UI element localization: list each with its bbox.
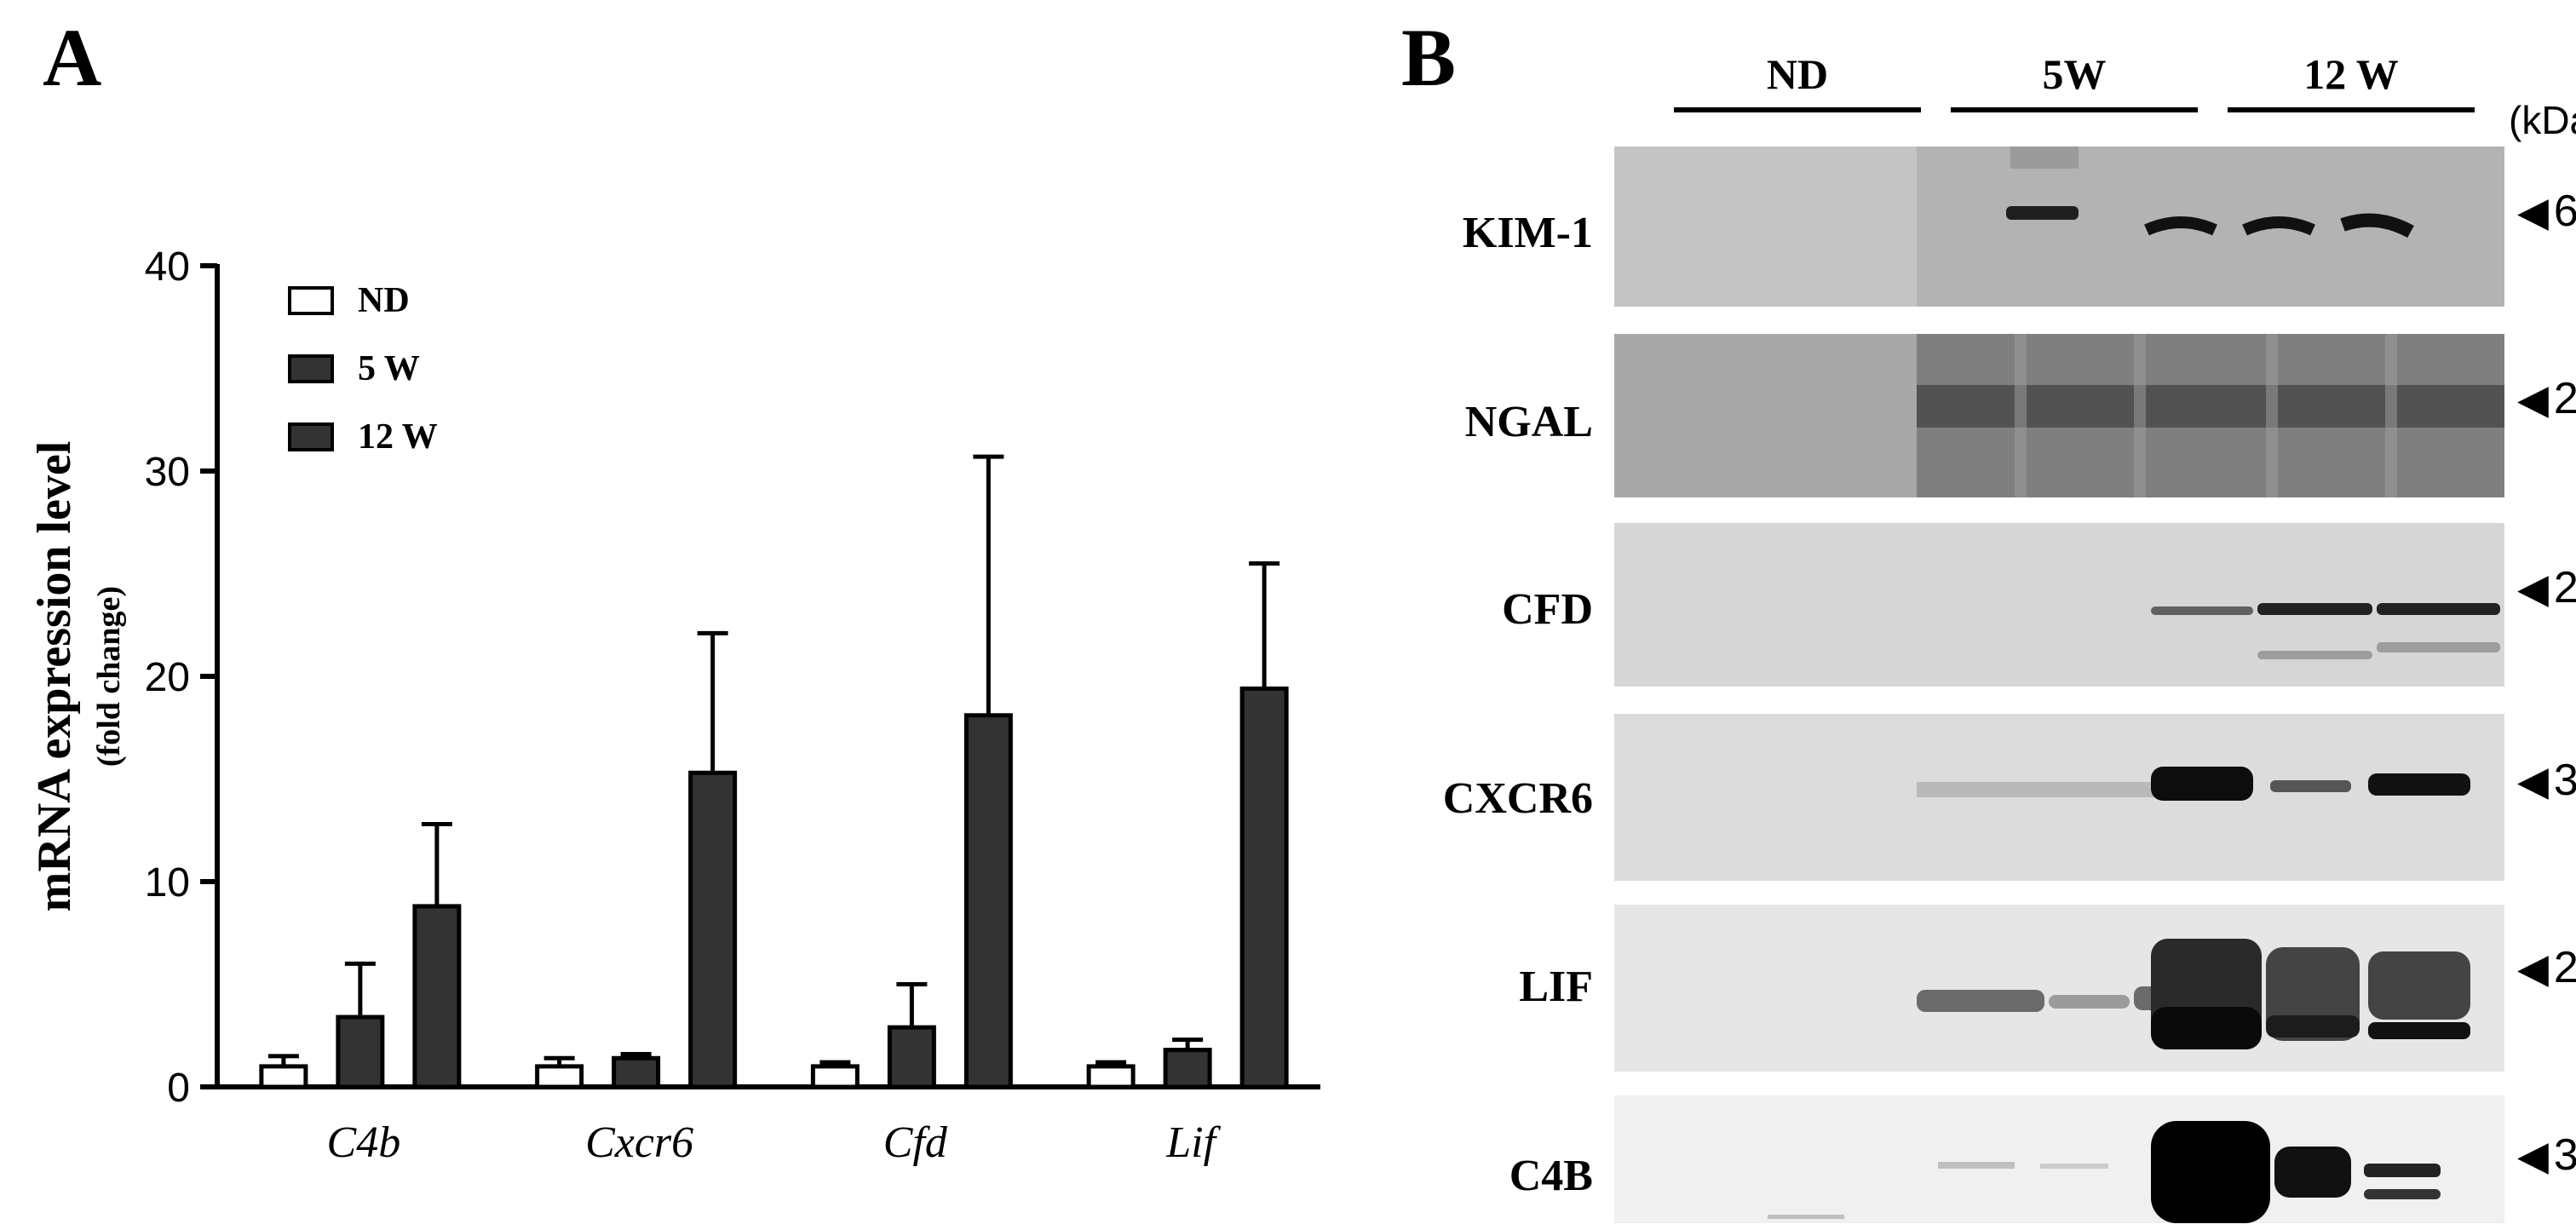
blot-strip-c4b <box>1614 1095 2504 1223</box>
group-underline-12w <box>2228 107 2475 112</box>
bar <box>1086 1064 1136 1089</box>
kda-unit-label: (kDa) <box>2509 98 2576 142</box>
bar <box>963 713 1013 1089</box>
legend-label: 5 W <box>358 349 420 388</box>
y-tick-label: 0 <box>167 1066 190 1111</box>
legend-swatch <box>288 354 334 383</box>
protein-label-cfd: CFD <box>1502 585 1593 634</box>
panel-b-letter: B <box>1401 12 1457 103</box>
panel-a-letter: A <box>43 12 102 103</box>
bar-chart: 0 10 20 30 40 mRNA expression level (fold chan… <box>28 244 1320 1167</box>
blot-strip-cxcr6 <box>1614 714 2504 881</box>
kda-marker-ngal: ◀23 <box>2517 374 2576 423</box>
y-tick-label: 30 <box>145 450 190 495</box>
legend-label: ND <box>358 281 410 320</box>
legend-label: 12 W <box>358 417 438 457</box>
legend-swatch <box>288 422 334 451</box>
x-tick-label: Cfd <box>883 1118 948 1167</box>
protein-label-kim1: KIM-1 <box>1462 209 1593 257</box>
left-triangle-icon: ◀ <box>2517 946 2549 991</box>
y-tick-label: 20 <box>145 655 190 700</box>
x-tick-label: C4b <box>327 1118 401 1167</box>
protein-label-cxcr6: CXCR6 <box>1442 774 1593 823</box>
blot-strip-cfd <box>1614 523 2504 687</box>
bar <box>535 1064 584 1089</box>
kda-marker-kim1: ◀60 <box>2517 187 2576 236</box>
blot-strip-ngal <box>1614 334 2504 497</box>
protein-label-ngal: NGAL <box>1464 398 1593 446</box>
blot-strip-lif <box>1614 905 2504 1072</box>
protein-label-c4b: C4B <box>1509 1152 1593 1200</box>
kda-marker-lif: ◀26 <box>2517 943 2576 992</box>
y-tick-label: 10 <box>145 860 190 905</box>
left-triangle-icon: ◀ <box>2517 566 2549 612</box>
group-label-5w: 5W <box>2042 50 2107 98</box>
bar <box>887 1025 936 1089</box>
bar <box>688 770 738 1089</box>
kda-marker-cxcr6: ◀39 <box>2517 756 2576 805</box>
y-axis-label: mRNA expression level <box>28 441 81 912</box>
kda-marker-cfd: ◀25 <box>2517 563 2576 612</box>
y-tick-label: 40 <box>145 244 190 290</box>
left-triangle-icon: ◀ <box>2517 377 2549 422</box>
left-triangle-icon: ◀ <box>2517 759 2549 804</box>
left-triangle-icon: ◀ <box>2517 1134 2549 1179</box>
group-underline-5w <box>1951 107 2198 112</box>
x-tick-label: Cxcr6 <box>585 1118 693 1167</box>
x-tick-label: Lif <box>1165 1118 1221 1167</box>
kda-marker-c4b: ◀33 <box>2517 1130 2576 1180</box>
bar <box>1239 686 1289 1089</box>
y-axis-sublabel: (fold change) <box>91 586 127 767</box>
bar <box>336 1014 385 1089</box>
bar <box>1163 1048 1212 1089</box>
bar <box>810 1064 860 1089</box>
group-underline-nd <box>1674 107 1921 112</box>
bar <box>612 1055 661 1089</box>
bar <box>259 1064 308 1089</box>
blot-strip-kim1 <box>1614 147 2504 307</box>
bar <box>412 904 462 1089</box>
legend-swatch <box>288 286 334 315</box>
group-label-nd: ND <box>1766 50 1829 98</box>
group-label-12w: 12 W <box>2303 50 2399 98</box>
left-triangle-icon: ◀ <box>2517 190 2549 235</box>
protein-label-lif: LIF <box>1519 963 1593 1011</box>
